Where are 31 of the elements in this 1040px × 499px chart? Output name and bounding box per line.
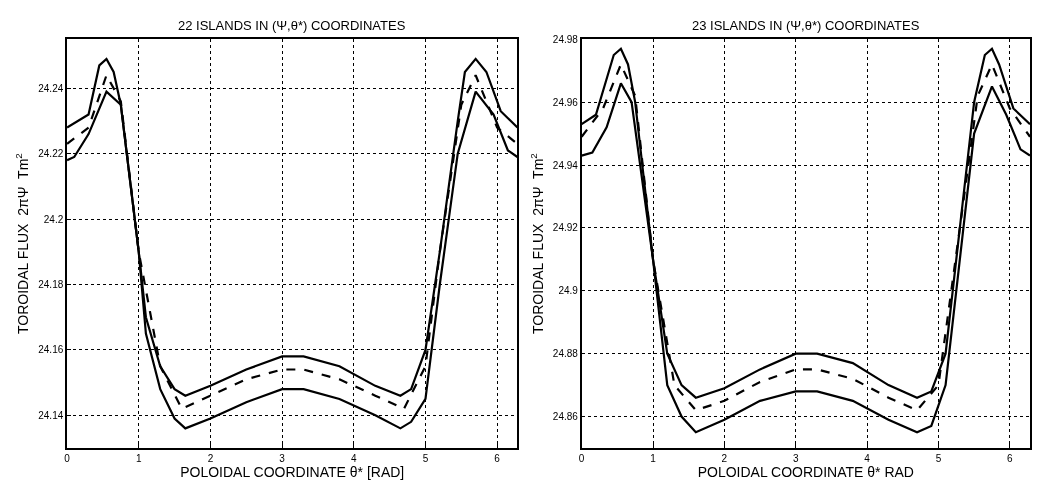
x-tick-label: 1 (135, 452, 142, 464)
x-tick-label: 2 (207, 452, 214, 464)
y-tick-label: 24.14 (38, 409, 64, 421)
y-tick-label: 24.96 (552, 96, 579, 108)
y-tick-label: 24.9 (558, 285, 579, 297)
y-tick-label: 24.92 (552, 222, 579, 234)
y-tick-label: 24.98 (552, 33, 579, 45)
x-tick-label: 0 (64, 452, 71, 464)
chart-title: 22 ISLANDS IN (Ψ,θ*) COORDINATES (178, 18, 406, 33)
x-tick-label: 2 (721, 452, 728, 464)
x-tick-label: 6 (494, 452, 501, 464)
x-tick-label: 3 (279, 452, 286, 464)
y-tick-label: 24.86 (552, 411, 579, 423)
x-tick-label: 3 (792, 452, 799, 464)
y-tick-label: 24.88 (552, 348, 579, 360)
x-tick-label: 5 (935, 452, 942, 464)
x-tick-label: 6 (1007, 452, 1014, 464)
x-tick-label: 0 (578, 452, 585, 464)
y-tick-label: 24.24 (38, 82, 64, 94)
x-tick-label: 4 (351, 452, 357, 464)
x-tick-label: 5 (422, 452, 429, 464)
y-tick-label: 24.94 (552, 159, 579, 171)
x-axis-title: POLOIDAL COORDINATE θ* RAD (697, 463, 914, 480)
x-tick-label: 4 (864, 452, 871, 464)
chart-title: 23 ISLANDS IN (Ψ,θ*) COORDINATES (692, 18, 920, 33)
x-tick-label: 1 (650, 452, 657, 464)
y-tick-label: 24.16 (38, 344, 64, 356)
y-tick-label: 24.2 (43, 213, 64, 225)
x-axis-title: POLOIDAL COORDINATE θ* [RAD] (180, 463, 405, 480)
y-tick-label: 24.18 (38, 279, 64, 290)
y-tick-label: 24.22 (38, 148, 64, 160)
